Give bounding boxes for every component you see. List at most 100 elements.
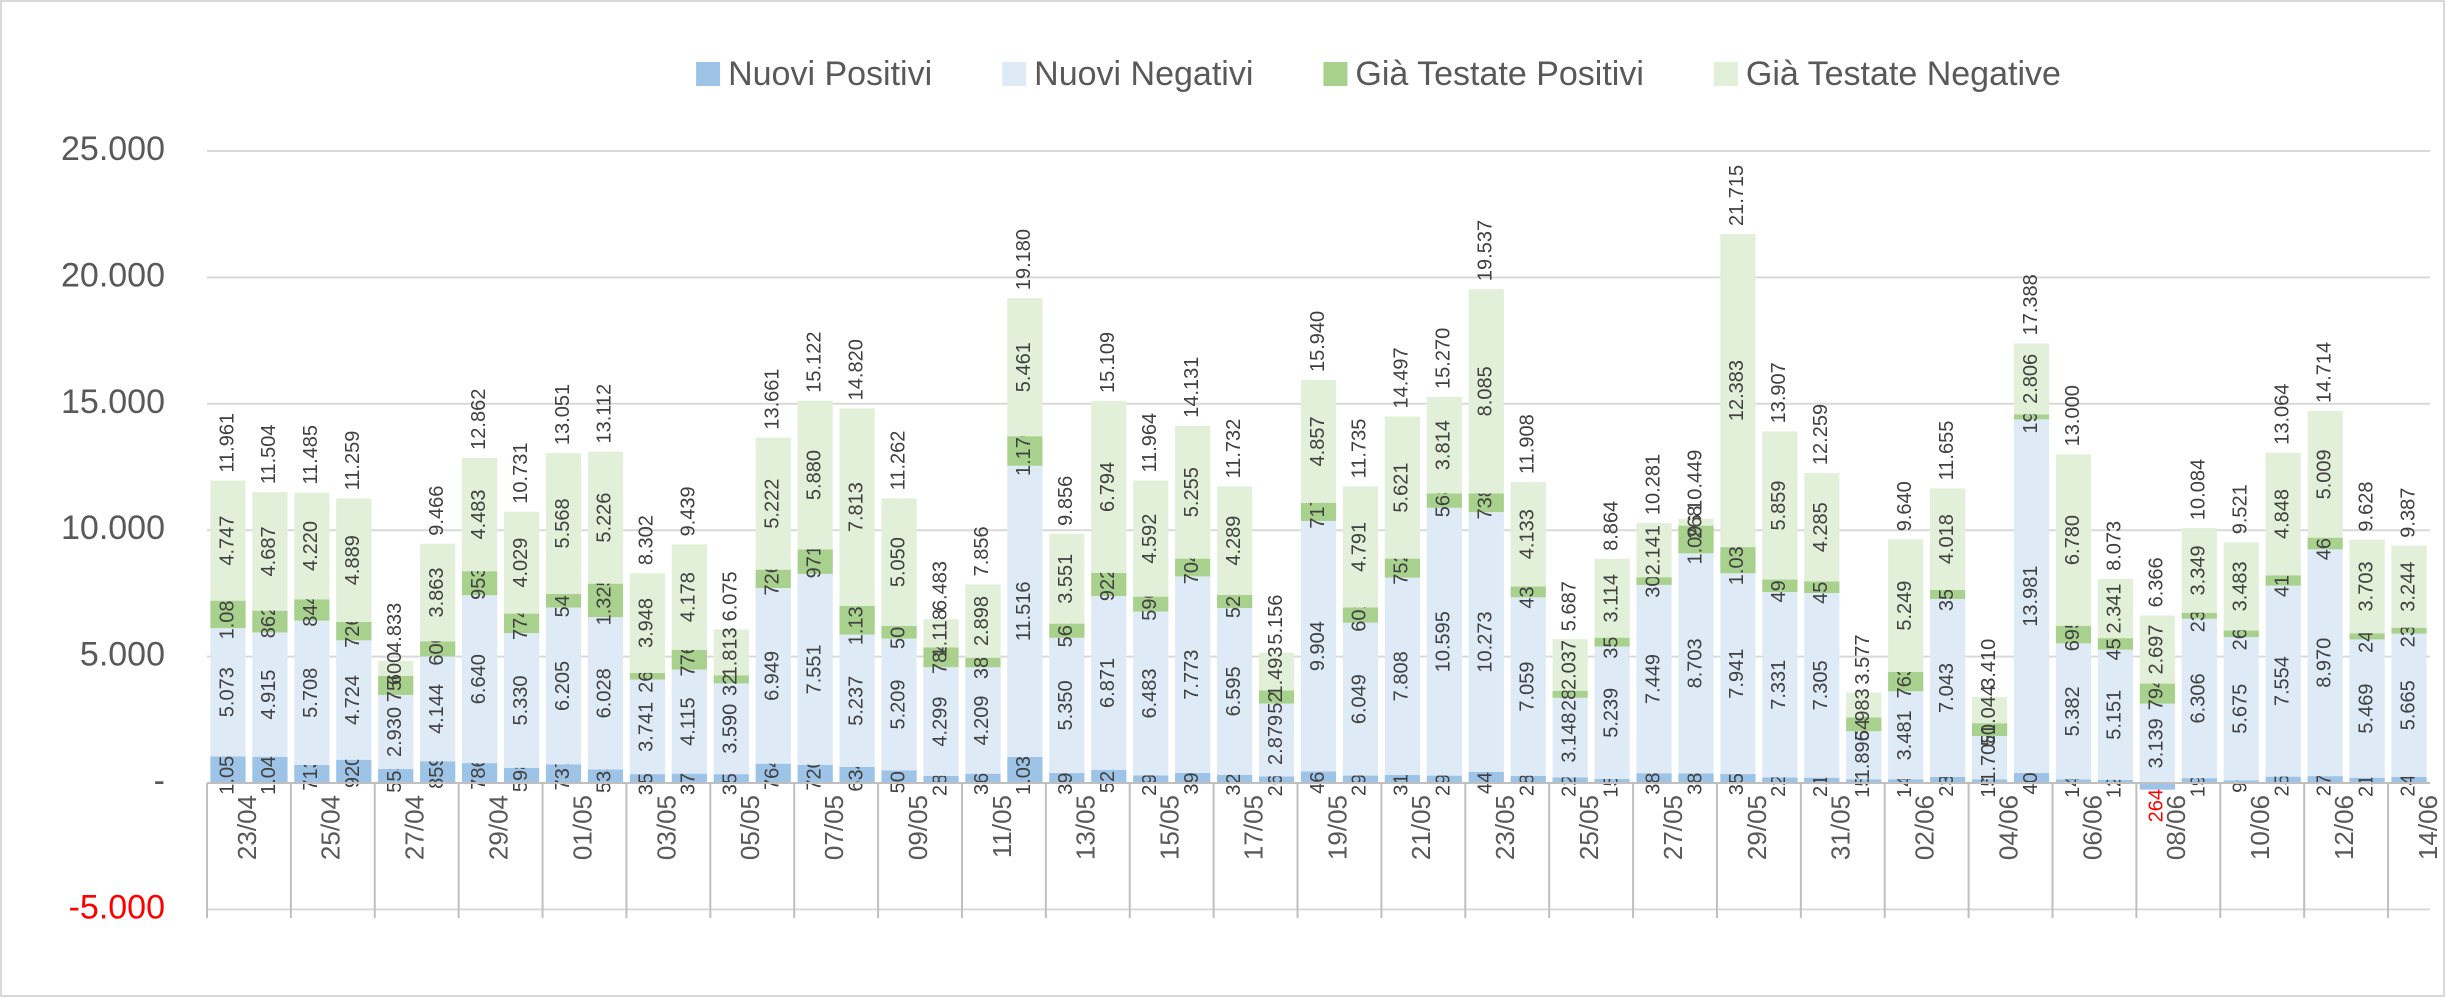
bar-segment xyxy=(2181,618,2217,779)
bar-segment xyxy=(1426,775,1462,783)
data-label: 5.330 xyxy=(510,675,532,725)
bar-segment xyxy=(965,667,1001,774)
bar-segment xyxy=(2391,776,2427,783)
bar-segment xyxy=(1468,512,1504,772)
bar-segment xyxy=(545,593,582,608)
data-label: 5.237 xyxy=(845,676,867,726)
y-tick-label: 15.000 xyxy=(61,383,165,421)
bar-segment xyxy=(336,640,372,760)
total-label: 6.483 xyxy=(929,561,951,611)
total-label: 9.856 xyxy=(1055,476,1077,526)
total-label: 10.084 xyxy=(2188,459,2210,520)
bar-segment xyxy=(2223,542,2259,631)
data-label: 3.863 xyxy=(426,567,448,617)
bar-segment xyxy=(1804,473,1840,582)
data-label: 3.148 xyxy=(1558,713,1580,763)
bar-segment xyxy=(1384,558,1421,578)
bar-segment xyxy=(1216,486,1253,595)
bar-segment xyxy=(545,607,582,765)
data-label: 6.306 xyxy=(2188,673,2210,723)
bar-segment xyxy=(1510,597,1546,776)
data-label: 4.285 xyxy=(1810,502,1832,552)
data-label: 5.859 xyxy=(1768,480,1790,530)
bar-segment xyxy=(1216,774,1253,783)
bar-segment xyxy=(420,656,456,762)
bar-segment xyxy=(294,764,330,783)
total-label: 9.466 xyxy=(426,486,448,536)
total-label: 12.862 xyxy=(468,389,490,450)
data-label: 3.814 xyxy=(1433,420,1455,470)
bar-segment xyxy=(1930,777,1966,783)
bar-segment xyxy=(671,669,707,774)
x-tick-label: 17/05 xyxy=(1238,795,1268,860)
data-label: 264 xyxy=(2146,789,2168,822)
bar-segment xyxy=(2223,630,2259,638)
bar-segment xyxy=(1342,622,1379,776)
bar-segment xyxy=(503,767,540,783)
bar-segment xyxy=(336,498,372,622)
bar-segment xyxy=(1552,690,1588,698)
data-label: 2.037 xyxy=(1558,640,1580,690)
data-label: 4.483 xyxy=(468,489,490,539)
bar-segment xyxy=(1930,589,1966,599)
bar-segment xyxy=(210,628,246,757)
x-tick-label: 14/06 xyxy=(2413,795,2443,860)
data-label: 726 xyxy=(762,562,784,595)
data-label: 4.220 xyxy=(300,521,322,571)
bar-segment xyxy=(2013,419,2050,773)
total-label: 13.661 xyxy=(762,368,784,429)
total-label: 14.497 xyxy=(1391,347,1413,408)
bar-segment xyxy=(1594,637,1630,647)
total-label: 12.259 xyxy=(1810,404,1832,465)
data-label: 7.941 xyxy=(1726,649,1748,699)
bar-segment xyxy=(1762,777,1798,783)
data-label: 704 xyxy=(1181,551,1203,584)
total-label: 11.735 xyxy=(1349,419,1371,479)
bar-segment xyxy=(503,633,540,768)
legend-label: Già Testate Positivi xyxy=(1355,55,1644,93)
data-label: 7.551 xyxy=(803,644,825,694)
total-label: 4.833 xyxy=(384,603,406,653)
bar-segment xyxy=(1300,502,1337,521)
data-label: 4.289 xyxy=(1223,516,1245,566)
x-tick-label: 15/05 xyxy=(1155,795,1185,860)
data-label: 4.848 xyxy=(2271,489,2293,539)
data-label: 5.249 xyxy=(1894,581,1916,631)
data-label: 13.981 xyxy=(2020,566,2042,627)
bar-segment xyxy=(2223,780,2259,783)
data-label: 3.703 xyxy=(2355,561,2377,611)
y-tick-label: 5.000 xyxy=(80,636,165,674)
bar-segment xyxy=(713,629,749,676)
data-label: 3.483 xyxy=(2230,561,2252,611)
bar-segment xyxy=(1384,775,1421,783)
data-label: 10.273 xyxy=(1475,611,1497,672)
bar-segment xyxy=(2265,585,2301,777)
bar-segment xyxy=(2307,537,2343,550)
total-label: 13.112 xyxy=(594,384,616,444)
bar-segment xyxy=(839,766,875,783)
data-label: 750 xyxy=(384,669,406,702)
data-label: 1.325 xyxy=(594,575,616,625)
bar-segment xyxy=(2307,411,2343,538)
bar-segment xyxy=(2013,772,2050,783)
data-label: 738 xyxy=(1475,486,1497,519)
bar-segment xyxy=(881,625,917,639)
bar-segment xyxy=(1971,696,2008,724)
data-label: 5.621 xyxy=(1391,463,1413,513)
total-label: 21.715 xyxy=(1726,165,1748,226)
bar-segment xyxy=(1594,558,1630,638)
data-label: 7.043 xyxy=(1936,663,1958,713)
bar-segment xyxy=(1971,736,2008,780)
data-label: 5.009 xyxy=(2313,449,2335,499)
bar-segment xyxy=(294,492,330,600)
bar-segment xyxy=(1258,703,1295,777)
bar-segment xyxy=(420,543,456,642)
bar-segment xyxy=(1049,533,1085,624)
data-label: 6.595 xyxy=(1223,666,1245,716)
bar-segment xyxy=(2265,575,2301,586)
total-label: 8.864 xyxy=(1600,501,1622,551)
data-label: 5.151 xyxy=(2104,690,2126,740)
data-label: 2.806 xyxy=(2020,354,2042,404)
bar-segment xyxy=(1804,593,1840,778)
data-label: 7.305 xyxy=(1810,660,1832,710)
